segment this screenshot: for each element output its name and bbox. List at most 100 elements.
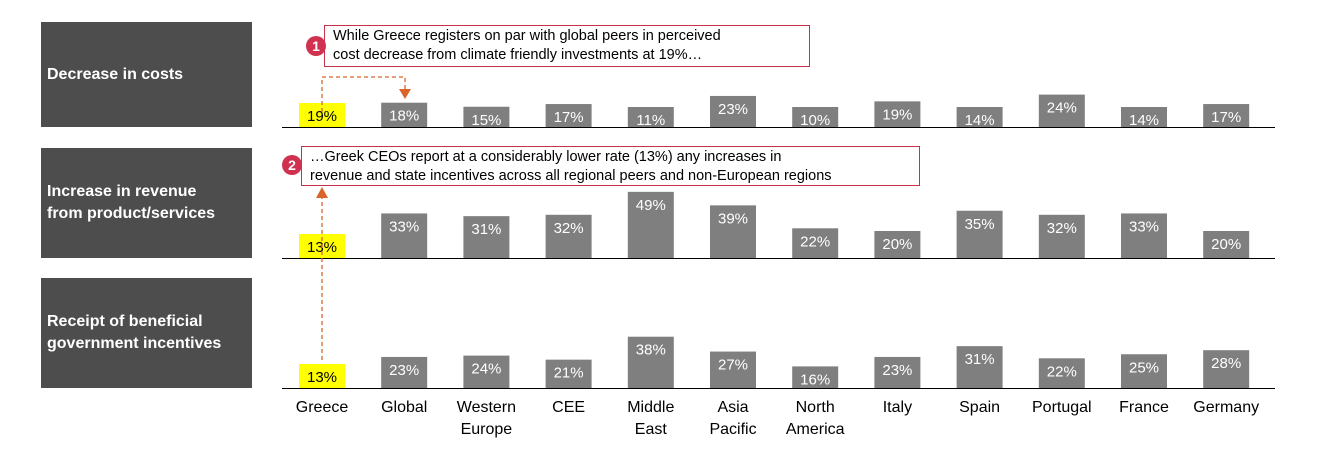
data-label: 27% — [718, 357, 748, 374]
bar — [710, 205, 756, 258]
callout-1: While Greece registers on par with globa… — [324, 25, 810, 67]
bar — [1038, 94, 1085, 127]
callout-line: cost decrease from climate friendly inve… — [333, 47, 703, 63]
data-label: 20% — [1211, 236, 1241, 253]
chart-marks: 19% 18% 15% 17% 11% 23% 10% 19% 14% 24% 14% 17% 13% 3… — [282, 94, 1275, 389]
data-label: 22% — [800, 233, 830, 250]
data-label: 13% — [307, 369, 337, 386]
data-label: 19% — [882, 106, 912, 123]
category-label: CEE — [552, 399, 585, 416]
bar — [710, 95, 756, 127]
bar — [792, 107, 839, 127]
bar — [874, 356, 921, 388]
callout-1-arrowhead — [399, 89, 411, 99]
category-label: Middle — [627, 399, 674, 416]
category-label: France — [1119, 399, 1169, 416]
bar — [1203, 104, 1250, 127]
callout-2: …Greek CEOs report at a considerably low… — [301, 146, 920, 186]
callout-2-badge: 2 — [282, 155, 302, 175]
data-label: 23% — [718, 101, 748, 118]
data-label: 17% — [554, 109, 584, 126]
bar — [1121, 354, 1167, 388]
callout-1-arrow — [321, 76, 406, 112]
category-label: Italy — [883, 399, 912, 416]
bar — [381, 356, 428, 388]
category-label: North — [796, 399, 835, 416]
bar — [956, 210, 1003, 258]
data-label: 32% — [1047, 220, 1077, 237]
data-label: 18% — [389, 108, 419, 125]
bar — [627, 107, 674, 127]
row-label-decrease-in-costs: Decrease in costs — [41, 22, 252, 127]
bar — [956, 107, 1003, 127]
bar — [710, 351, 756, 388]
row-label-government-incentives: Receipt of beneficial government incenti… — [41, 278, 252, 388]
data-label: 23% — [389, 362, 419, 379]
category-label: East — [635, 421, 668, 438]
category-label: Greece — [296, 399, 349, 416]
row-label-text: Increase in revenue from product/service… — [47, 181, 215, 225]
data-label: 21% — [554, 365, 584, 382]
row-label-line: from product/services — [47, 205, 216, 222]
data-label: 35% — [965, 216, 995, 233]
bar — [299, 103, 345, 127]
category-label: Europe — [461, 421, 513, 438]
data-label: 49% — [636, 197, 666, 214]
category-label: America — [786, 421, 845, 438]
callout-arrows — [316, 76, 411, 360]
data-label: 22% — [1047, 363, 1077, 380]
data-label: 14% — [1129, 112, 1159, 129]
data-label: 33% — [389, 218, 419, 235]
callout-line: While Greece registers on par with globa… — [333, 28, 721, 44]
bar — [463, 216, 510, 258]
bar — [874, 101, 921, 127]
callout-line: …Greek CEOs report at a considerably low… — [310, 149, 782, 165]
data-label: 31% — [471, 221, 501, 238]
category-label: Spain — [959, 399, 1000, 416]
bar — [956, 346, 1003, 388]
data-label: 20% — [882, 236, 912, 253]
data-label: 15% — [471, 112, 501, 129]
row-label-line: Receipt of beneficial — [47, 313, 203, 330]
data-label: 39% — [718, 210, 748, 227]
bar — [381, 213, 428, 258]
callout-2-arrowhead — [316, 187, 328, 198]
category-label: Portugal — [1032, 399, 1092, 416]
data-label: 19% — [307, 108, 337, 125]
callout-1-badge: 1 — [306, 36, 326, 56]
row-label-line: Decrease in costs — [47, 65, 184, 83]
data-label: 32% — [554, 220, 584, 237]
bar — [1203, 231, 1250, 258]
row-label-text: Receipt of beneficial government incenti… — [47, 311, 221, 355]
bar — [627, 191, 674, 258]
bar — [792, 228, 839, 258]
callout-line: revenue and state incentives across all … — [310, 168, 832, 184]
category-label: Pacific — [709, 421, 756, 438]
bar — [874, 231, 921, 258]
data-label: 24% — [471, 361, 501, 378]
bar — [381, 102, 428, 127]
bar — [1038, 358, 1085, 388]
row-label-increase-in-revenue: Increase in revenue from product/service… — [41, 148, 252, 258]
data-label: 28% — [1211, 355, 1241, 372]
data-label: 17% — [1211, 109, 1241, 126]
row-label-text: Decrease in costs — [47, 64, 183, 86]
category-label: Western — [457, 399, 516, 416]
data-label: 11% — [636, 112, 665, 129]
data-label: 33% — [1129, 218, 1159, 235]
data-label: 23% — [882, 362, 912, 379]
bar — [463, 106, 510, 127]
bar — [627, 336, 674, 388]
bar — [1121, 107, 1167, 127]
bar — [792, 366, 839, 388]
row-label-line: government incentives — [47, 335, 222, 352]
data-label: 24% — [1047, 100, 1077, 117]
category-label: Global — [381, 399, 427, 416]
category-label: Asia — [717, 399, 748, 416]
data-label: 16% — [800, 371, 830, 388]
data-label: 38% — [636, 342, 666, 359]
bar — [545, 214, 592, 258]
bar — [1121, 213, 1167, 258]
data-label: 10% — [800, 112, 830, 129]
